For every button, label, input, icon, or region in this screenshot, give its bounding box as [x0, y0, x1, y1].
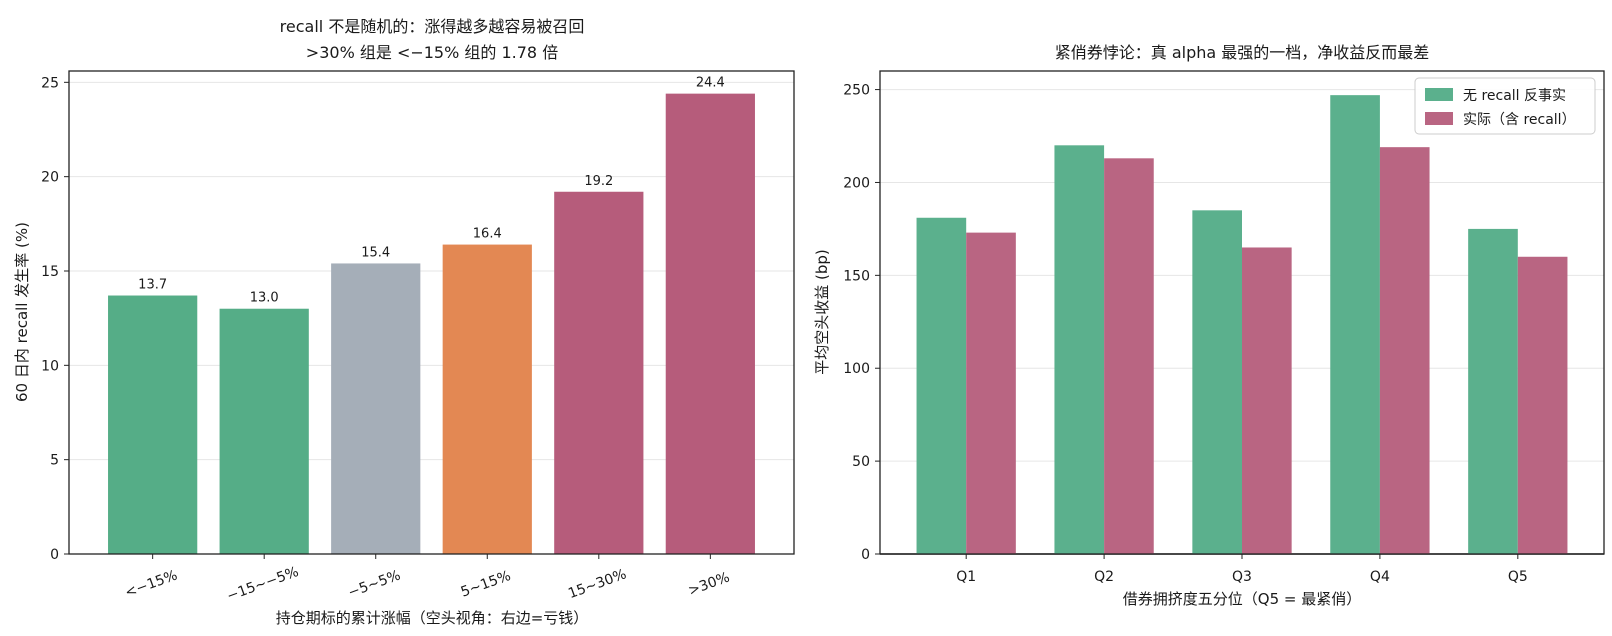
chart1-x-ticks: <−15% −15~−5% −5~5% 5~15% 15~30% >30%: [123, 554, 732, 605]
chart1-y-ticks: 0 5 10 15 20 25: [41, 75, 69, 563]
chart2-bar: [916, 217, 967, 554]
chart1-data-labels: 13.7 13.0 15.4 16.4 19.2 24.4: [138, 76, 725, 306]
chart1-data-label: 13.7: [138, 278, 167, 293]
chart1-data-label: 16.4: [473, 227, 502, 242]
chart2-y-tick-label: 200: [843, 175, 870, 191]
chart1-bar: [442, 244, 532, 554]
chart2-y-tick-label: 0: [861, 547, 870, 563]
chart2-legend-swatch: [1425, 88, 1453, 101]
chart2-x-tick-label: Q2: [1094, 569, 1114, 585]
chart2-title: 紧俏券悖论：真 alpha 最强的一档，净收益反而最差: [1055, 43, 1430, 62]
chart2-legend-swatch: [1425, 112, 1453, 125]
chart2-legend-box: [1414, 77, 1596, 135]
chart1-plot-frame: [68, 70, 795, 555]
chart2-bar: [1104, 158, 1154, 555]
chart1-x-tick-label: 5~15%: [459, 568, 513, 601]
chart1-data-label: 24.4: [696, 76, 725, 91]
chart1-y-tick-label: 10: [41, 358, 59, 374]
chart1-y-tick-label: 5: [50, 453, 59, 469]
chart2-bar: [1517, 256, 1568, 554]
chart1-bar: [219, 308, 309, 554]
chart1-x-tick-label: <−15%: [123, 567, 180, 601]
chart1-x-axis-label: 持仓期标的累计涨幅（空头视角：右边=亏钱）: [276, 609, 589, 627]
chart1-data-label: 13.0: [250, 291, 279, 306]
chart1-title: recall 不是随机的：涨得越多越容易被召回: [280, 17, 585, 36]
chart1-bars: [108, 93, 755, 554]
chart2-y-tick-label: 250: [843, 83, 870, 99]
chart2-bar: [966, 232, 1016, 554]
chart1-bar: [108, 295, 198, 554]
chart2-x-tick-label: Q5: [1508, 569, 1528, 585]
chart2-legend-label: 实际（含 recall）: [1463, 112, 1576, 128]
chart1-x-tick-label: >30%: [686, 569, 732, 599]
chart1-y-tick-label: 20: [41, 170, 59, 186]
chart1-bar: [554, 191, 644, 554]
chart2-y-axis-label: 平均空头收益 (bp): [813, 249, 831, 375]
chart1-x-tick-label: 15~30%: [566, 566, 628, 602]
chart1-x-tick-label: −15~−5%: [225, 564, 301, 605]
chart2-legend-label: 无 recall 反事实: [1463, 88, 1566, 104]
chart1-bar: [665, 93, 755, 554]
chart2-y-tick-label: 50: [852, 454, 870, 470]
chart1-data-label: 15.4: [361, 245, 390, 260]
chart2-plot-frame: [879, 70, 1605, 555]
chart2-x-axis-label: 借券拥挤度五分位（Q5 = 最紧俏）: [1123, 590, 1361, 608]
chart2-bar: [1242, 247, 1292, 554]
chart2-x-tick-label: Q4: [1370, 569, 1390, 585]
chart2-bar: [1468, 228, 1518, 554]
chart2-y-tick-label: 150: [843, 268, 870, 284]
chart1-y-axis-label: 60 日内 recall 发生率 (%): [13, 222, 31, 402]
chart2-x-tick-label: Q3: [1232, 569, 1252, 585]
chart1-data-label: 19.2: [584, 174, 613, 189]
short-return-chart: 紧俏券悖论：真 alpha 最强的一档，净收益反而最差 0 50 100 150 200…: [813, 43, 1605, 608]
chart2-bar: [1379, 147, 1430, 554]
chart1-y-tick-label: 15: [41, 264, 59, 280]
chart2-bar: [1054, 145, 1105, 555]
chart1-y-tick-label: 0: [50, 547, 59, 563]
chart2-x-ticks: Q1 Q2 Q3 Q4 Q5: [956, 554, 1528, 585]
chart1-bar: [331, 263, 421, 554]
chart1-x-tick-label: −5~5%: [346, 567, 403, 601]
chart1-y-tick-label: 25: [41, 75, 59, 91]
chart2-bar: [1192, 210, 1242, 555]
chart2-y-ticks: 0 50 100 150 200 250: [843, 83, 880, 563]
recall-rate-chart: recall 不是随机的：涨得越多越容易被召回 >30% 组是 <−15% 组的…: [13, 17, 795, 627]
chart2-y-tick-label: 100: [843, 361, 870, 377]
chart2-bar: [1330, 95, 1380, 555]
chart1-subtitle: >30% 组是 <−15% 组的 1.78 倍: [306, 43, 558, 62]
chart2-x-tick-label: Q1: [956, 569, 976, 585]
chart2-bars: [916, 95, 1568, 555]
